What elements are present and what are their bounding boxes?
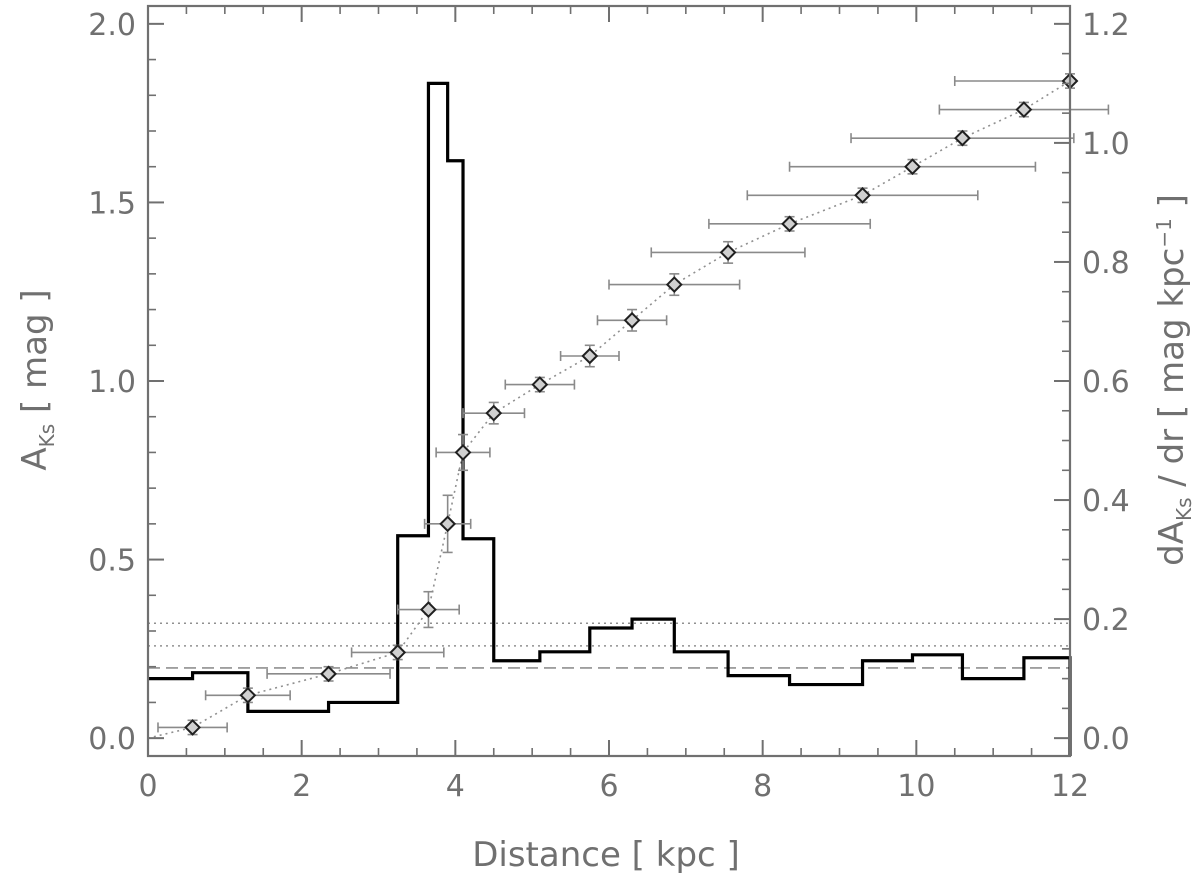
y-right-title-middle: / dr [ mag kpc	[1152, 248, 1192, 498]
data-point-16	[850, 129, 1075, 147]
data-point-5	[423, 494, 472, 554]
axes-layer: 0 2 4 6 8 10 12 0.0 0.5 1.0 1.5 2.0 0.0 0.2 0.4 0.6 0.8 1…	[88, 4, 1130, 804]
diamond-marker	[904, 158, 921, 176]
data-point-15	[788, 158, 1037, 176]
x-axis-title: Distance [ kpc ]	[472, 835, 740, 875]
diamond-marker	[420, 601, 437, 618]
x-tick-label: 4	[446, 769, 465, 804]
y-right-title-end: ]	[1152, 194, 1192, 218]
y-left-tick-label: 1.0	[88, 365, 136, 400]
plot-frame	[146, 4, 1072, 758]
x-tick-label: 0	[138, 769, 157, 804]
data-point-14	[746, 186, 979, 204]
y-left-tick-label: 2.0	[88, 8, 136, 43]
data-point-13	[708, 215, 872, 233]
x-tick-label: 8	[753, 769, 772, 804]
diamond-marker	[239, 686, 257, 704]
y-left-title-unit: [ mag ]	[15, 289, 55, 424]
diamond-marker	[781, 215, 798, 233]
y-right-title-main: dA	[1152, 521, 1192, 566]
diamond-marker	[439, 515, 457, 533]
y-right-tick-label: 0.4	[1082, 484, 1130, 519]
data-point-6	[435, 433, 491, 472]
diamond-marker	[665, 276, 683, 293]
data-point-9	[559, 344, 620, 368]
diamond-marker	[623, 311, 641, 329]
y-left-tick-label: 0.5	[88, 544, 136, 579]
x-tick-label: 12	[1051, 769, 1089, 804]
y-right-tick-label: 1.2	[1082, 8, 1130, 43]
y-right-tick-label: 1.0	[1082, 127, 1130, 162]
diamond-marker	[1015, 101, 1033, 118]
data-point-17	[938, 101, 1110, 118]
y-right-tick-label: 0.8	[1082, 246, 1130, 281]
y-right-axis-title: dAKs / dr [ mag kpc−1 ]	[1152, 194, 1196, 566]
extinction-rate-step	[148, 81, 1072, 756]
diamond-marker	[581, 347, 599, 365]
data-point-8	[504, 376, 576, 393]
diamond-marker	[184, 719, 201, 736]
data-point-10	[596, 308, 668, 332]
diamond-marker	[531, 376, 549, 393]
y-left-title-main: A	[15, 447, 55, 470]
data-point-1	[204, 686, 291, 704]
trend-line	[147, 80, 1071, 739]
diamond-marker	[320, 665, 337, 683]
y-right-tick-label: 0.2	[1082, 603, 1130, 638]
y-right-title-subscript: Ks	[1172, 498, 1196, 522]
y-right-tick-label: 0.6	[1082, 365, 1130, 400]
y-left-axis-title: AKs [ mag ]	[15, 289, 59, 470]
data-point-7	[462, 401, 526, 425]
data-point-3	[350, 644, 445, 661]
diamond-marker	[389, 644, 407, 661]
series-layer	[147, 72, 1110, 756]
y-left-tick-label: 1.5	[88, 186, 136, 221]
diamond-marker	[854, 186, 871, 204]
diamond-marker	[954, 129, 971, 147]
data-point-2	[266, 665, 391, 683]
y-left-title-subscript: Ks	[35, 424, 59, 448]
diamond-marker	[454, 444, 472, 461]
x-tick-label: 2	[292, 769, 311, 804]
data-point-0	[157, 719, 228, 736]
diamond-marker	[485, 404, 503, 422]
y-left-tick-label: 0.0	[88, 722, 136, 757]
x-tick-label: 6	[599, 769, 618, 804]
data-point-11	[608, 273, 741, 297]
data-point-12	[650, 240, 806, 264]
labels-layer: Distance [ kpc ] AKs [ mag ] dAKs / dr […	[15, 194, 1196, 875]
data-point-4	[396, 590, 460, 629]
data-point-18	[953, 72, 1079, 90]
x-tick-label: 10	[897, 769, 935, 804]
y-right-title-superscript: −1	[1152, 218, 1176, 247]
y-right-tick-label: 0.0	[1082, 722, 1130, 757]
diamond-marker	[719, 244, 737, 261]
